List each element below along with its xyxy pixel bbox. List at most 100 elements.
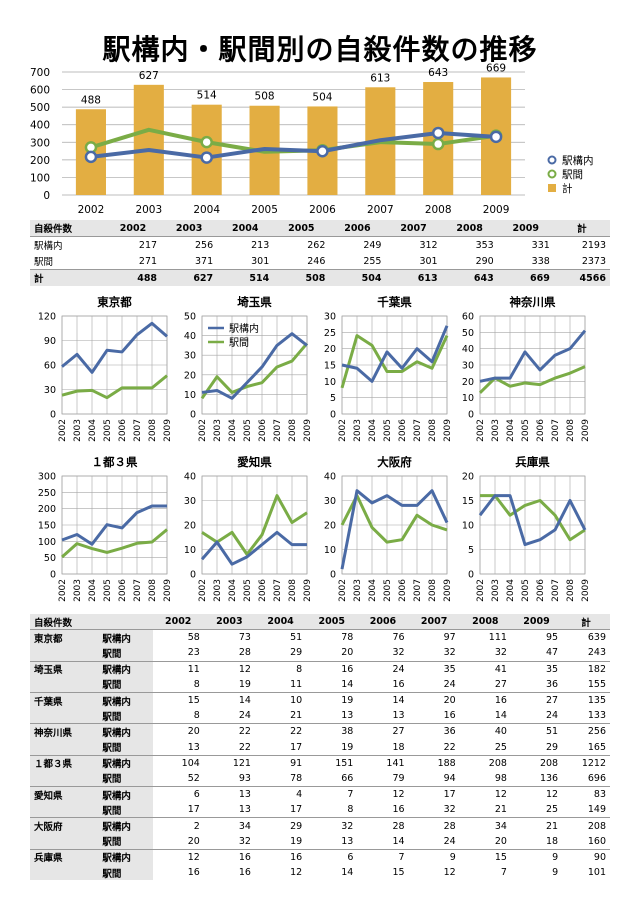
chart-title: 大阪府: [377, 455, 412, 469]
y-tick-label: 10: [184, 545, 196, 556]
table-cell: 12: [459, 786, 511, 803]
table-cell: 駅間: [34, 257, 54, 268]
y-tick-label: 100: [38, 537, 56, 548]
table-cell: 256: [161, 236, 218, 253]
table-cell: 14: [203, 691, 255, 709]
table-cell: 504: [329, 269, 386, 286]
table-cell: 90: [562, 848, 610, 865]
table-cell: 13: [341, 835, 354, 847]
table-cell: 2: [152, 817, 204, 834]
x-tick-label: 2007: [551, 419, 561, 442]
legend-label: 計: [562, 182, 573, 195]
y-tick-label: 15: [324, 361, 336, 372]
table-row: 駅間 271 371 301 246 255 301 290 338 2373: [30, 253, 610, 270]
y-tick-label: 20: [324, 521, 336, 532]
x-tick-label: 2009: [443, 419, 453, 442]
table-cell: 22: [203, 723, 255, 740]
bar-value-label: 488: [81, 94, 101, 106]
table-cell: 101: [587, 867, 606, 879]
table-cell: 13: [341, 710, 354, 722]
table-cell: 19: [290, 835, 303, 847]
table-row: 駅間 23 28 29 20 32 32 32 47 243: [30, 645, 610, 662]
table-row: 駅間 8 24 21 13 13 16 14 24 133: [30, 708, 610, 724]
x-tick-label: 2008: [288, 419, 298, 442]
y-tick-label: 0: [50, 410, 56, 421]
table-cell: 16: [443, 710, 456, 722]
table-header-cell: 2007: [408, 614, 460, 630]
table-cell: 78: [306, 629, 358, 646]
series-line-ekikan: [200, 342, 309, 400]
x-tick-label: 2004: [193, 204, 220, 216]
table-cell: 58: [152, 629, 204, 646]
table-cell: 21: [290, 710, 303, 722]
x-tick-label: 2002: [476, 579, 486, 602]
row-label: 駅構内: [98, 660, 153, 677]
x-tick-label: 2009: [303, 579, 313, 602]
x-tick-label: 2002: [338, 579, 348, 602]
table-cell: 141: [357, 754, 409, 771]
table-cell: 2003: [161, 220, 218, 237]
table-cell: 12: [443, 867, 456, 879]
table-cell: 19: [306, 691, 358, 709]
table-cell: 29: [290, 647, 303, 659]
table-cell: 627: [161, 269, 218, 286]
y-tick-label: 250: [38, 488, 56, 499]
table-cell: 16: [254, 848, 307, 865]
table-header-cell: 2002: [152, 614, 204, 630]
table-cell: 19: [238, 678, 251, 690]
prefecture-label: 埼玉県: [30, 660, 99, 677]
legend-marker: [547, 155, 557, 165]
table-header-cell: 2005: [306, 614, 358, 630]
row-label: 駅間: [98, 739, 153, 756]
row-label: 駅間: [98, 770, 153, 787]
x-tick-label: 2002: [58, 579, 68, 602]
prefecture-label-empty: [30, 645, 99, 662]
table-row: 駅間 8 19 11 14 16 24 27 36 155: [30, 676, 610, 693]
bar-value-label: 514: [197, 90, 217, 102]
table-cell: 2007: [385, 220, 442, 237]
table-cell: 1212: [562, 754, 610, 771]
y-tick-label: 200: [30, 155, 50, 167]
y-tick-label: 30: [44, 385, 56, 396]
x-tick-label: 2007: [133, 419, 143, 442]
table-cell: 16: [306, 660, 358, 677]
table-cell: 16: [187, 867, 200, 879]
table-cell: 22: [238, 741, 251, 753]
x-tick-label: 2003: [213, 419, 223, 442]
series-line-kounai: [201, 332, 308, 400]
table-cell: 8: [193, 710, 200, 722]
table-row: 埼玉県 駅構内 11 12 8 16 24 35 41 35 182: [30, 660, 610, 677]
table-row: 駅間 52 93 78 66 79 94 98 136 696: [30, 770, 610, 787]
table-cell: 21: [494, 804, 507, 816]
chart-title: 東京都: [97, 295, 132, 309]
x-tick-label: 2003: [353, 579, 363, 602]
chart-title: 埼玉県: [237, 295, 272, 309]
table-cell: 11: [290, 678, 303, 690]
row-label: 駅間: [98, 802, 153, 818]
x-tick-label: 2009: [483, 204, 510, 216]
table-cell: 2005: [273, 220, 330, 237]
series-marker: [84, 150, 98, 164]
table-cell: 353: [441, 236, 498, 253]
table-cell: 32: [392, 647, 405, 659]
x-tick-label: 2003: [135, 204, 162, 216]
table-row: 神奈川県 駅構内 20 22 22 38 27 36 40 51 256: [30, 723, 610, 740]
y-tick-label: 200: [38, 504, 56, 515]
table-cell: 16: [459, 691, 511, 709]
table-cell: 21: [510, 817, 563, 834]
table-cell: 8: [254, 660, 307, 677]
legend-marker: [548, 184, 556, 192]
table-cell: 24: [238, 710, 251, 722]
prefecture-label-empty: [30, 739, 99, 756]
y-tick-label: 0: [330, 570, 336, 581]
table-cell: 262: [273, 236, 330, 253]
y-tick-label: 10: [324, 545, 336, 556]
table-header-cell: 自殺件数: [30, 614, 99, 630]
x-tick-label: 2002: [476, 419, 486, 442]
table-cell: 20: [187, 835, 200, 847]
row-label: 駅構内: [98, 691, 153, 709]
table-cell: 2006: [329, 220, 386, 237]
y-tick-label: 40: [184, 472, 196, 483]
table-cell: 16: [203, 848, 255, 865]
y-tick-label: 5: [330, 393, 336, 404]
